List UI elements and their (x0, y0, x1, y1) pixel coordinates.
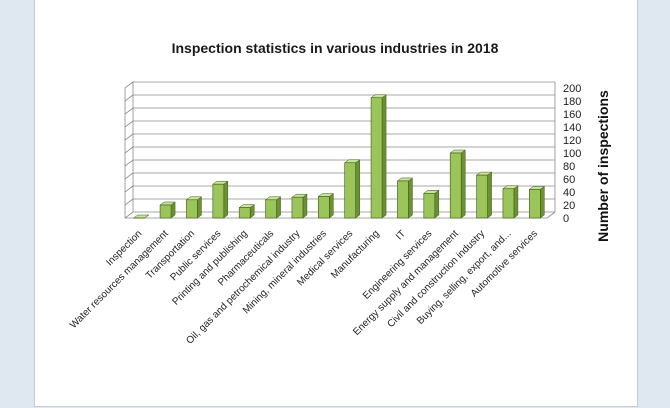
bar-front (186, 199, 198, 219)
gridline-left-wall (124, 81, 134, 89)
bar-front (502, 188, 515, 219)
y-axis-label: Number of inspections (595, 90, 611, 242)
x-tick-label: Civil and construction industry (385, 228, 487, 330)
bar-front (476, 174, 488, 219)
bar (343, 159, 361, 219)
bar (317, 193, 335, 219)
bar-front (423, 193, 436, 219)
bar-front (265, 199, 277, 219)
chart-panel: Inspection statistics in various industr… (34, 0, 638, 407)
gridline-left-wall (124, 120, 134, 128)
y-tick-label: 200 (563, 83, 581, 95)
bar-side (513, 185, 519, 219)
bar-side (302, 193, 308, 219)
bar-side (381, 94, 387, 219)
bar-side (487, 171, 492, 219)
bar (185, 196, 203, 219)
gridline-left-wall (124, 211, 134, 219)
bar-side (434, 189, 440, 219)
bar (396, 177, 414, 219)
gridline-left-wall (124, 133, 134, 141)
bar (291, 193, 308, 219)
bar (528, 185, 546, 219)
bars (132, 94, 546, 219)
y-tick-label: 80 (563, 161, 575, 173)
bar-front (291, 196, 304, 219)
bar-front (318, 196, 330, 219)
y-tick-label: 140 (563, 122, 581, 134)
bar-side (460, 149, 466, 219)
y-tick-label: 180 (563, 96, 581, 108)
bar (423, 189, 440, 219)
y-tick-label: 100 (563, 148, 581, 160)
bar (264, 196, 282, 219)
y-tick-label: 120 (563, 135, 581, 147)
x-tick-label: Manufacturing (329, 228, 382, 281)
bar-side (223, 180, 229, 219)
bar-front (238, 207, 251, 219)
gridline-left-wall (124, 146, 134, 154)
y-tick-label: 160 (563, 109, 581, 121)
bar-front (212, 183, 225, 219)
gridline-left-wall (124, 107, 134, 115)
bar (449, 149, 466, 219)
gridline-left-wall (124, 159, 134, 167)
bar (502, 185, 519, 219)
y-tick-label: 40 (563, 187, 575, 199)
bar (159, 201, 176, 219)
bar-front (370, 97, 383, 219)
bar-side (197, 196, 202, 219)
bar-chart: Inspection statistics in various industr… (68, 40, 611, 347)
bar (212, 180, 229, 219)
x-tick-label: IT (394, 228, 408, 242)
bar-side (355, 159, 360, 219)
bar-front (529, 189, 541, 219)
bar (132, 214, 150, 219)
gridline-left-wall (124, 94, 134, 102)
bar (370, 94, 387, 219)
bar-front (159, 204, 172, 219)
gridline-left-wall (124, 185, 134, 193)
gridline-left-wall (124, 198, 134, 206)
bar-front (344, 162, 356, 219)
bar-side (408, 177, 413, 219)
bar-front (449, 152, 462, 219)
floor-right-edge (546, 211, 556, 219)
bar-front (397, 180, 409, 219)
bar (475, 171, 493, 219)
y-tick-label: 20 (563, 200, 575, 212)
x-tick-label: Water resources management (68, 228, 171, 331)
y-tick-label: 60 (563, 174, 575, 186)
bar-top (132, 214, 150, 219)
bar-side (329, 193, 334, 219)
y-tick-label: 0 (563, 213, 569, 225)
chart-title: Inspection statistics in various industr… (172, 40, 499, 56)
bar (238, 204, 255, 219)
bar-side (540, 185, 545, 219)
bar-side (276, 196, 281, 219)
gridline-left-wall (124, 172, 134, 180)
